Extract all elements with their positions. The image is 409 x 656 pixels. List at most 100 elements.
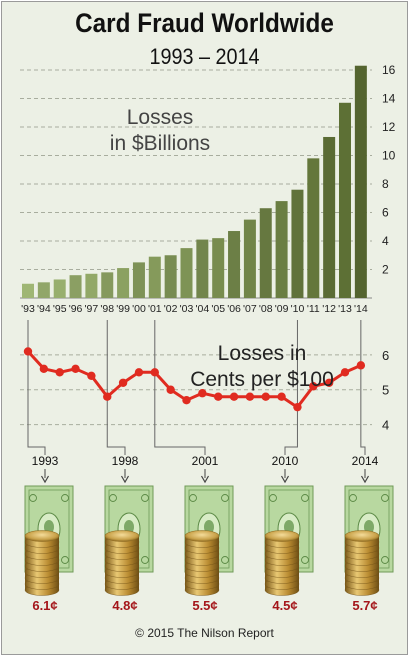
bar-07 — [243, 219, 256, 298]
leader-line — [154, 320, 206, 455]
bar-chart-title-line-1: Losses — [127, 106, 194, 129]
leader-line — [284, 320, 298, 455]
cents-point-94 — [39, 364, 49, 374]
cents-point-11 — [309, 382, 318, 391]
bar-xtick-label: '03 — [180, 303, 194, 315]
cents-point-10 — [293, 402, 302, 412]
callout-value: 6.1¢ — [32, 598, 57, 613]
bar-xtick-label: '07 — [243, 303, 257, 315]
bar-xtick-label: '06 — [227, 303, 241, 315]
page-title: Card Fraud Worldwide — [75, 8, 334, 38]
coin-stack-icon — [344, 530, 380, 596]
callout-value: 5.5¢ — [192, 598, 217, 613]
coin-stack-icon — [24, 530, 60, 596]
line-chart-title-line-2: Cents per $100 — [190, 368, 334, 391]
bar-ytick-label: 14 — [382, 92, 396, 106]
bar-98 — [101, 272, 114, 298]
bar-xtick-label: '98 — [100, 303, 114, 315]
coin-stack-icon — [104, 530, 140, 596]
callout-arrowhead — [40, 475, 50, 484]
cents-point-95 — [55, 368, 64, 377]
callout-arrowhead — [200, 475, 210, 484]
cents-point-12 — [324, 378, 334, 387]
callout-year: 2010 — [272, 454, 299, 468]
bar-xtick-label: '10 — [291, 303, 305, 315]
bar-06 — [228, 231, 241, 298]
bar-11 — [307, 158, 320, 298]
bar-xtick-label: '09 — [275, 303, 289, 315]
callout-year: 1993 — [32, 454, 59, 468]
bar-99 — [117, 268, 130, 298]
bar-93 — [22, 283, 34, 298]
bar-04 — [196, 239, 209, 298]
cents-point-08 — [261, 392, 270, 401]
bar-ytick-label: 4 — [382, 234, 389, 248]
bar-02 — [164, 255, 177, 298]
bar-ytick-label: 2 — [382, 263, 389, 277]
bar-xtick-label: '93 — [21, 303, 35, 315]
callout-value: 4.5¢ — [272, 598, 297, 613]
page-subtitle: 1993 – 2014 — [149, 44, 260, 69]
bar-ytick-label: 10 — [382, 149, 396, 163]
bar-xtick-label: '94 — [37, 303, 51, 315]
cents-point-04 — [198, 389, 207, 398]
bar-03 — [180, 248, 193, 298]
bar-xtick-label: '08 — [259, 303, 273, 315]
leader-line — [27, 320, 46, 455]
cents-series-line — [26, 350, 362, 410]
cents-point-98 — [103, 392, 112, 401]
callout-value: 4.8¢ — [112, 598, 137, 613]
bar-95 — [53, 279, 66, 298]
callout-value: 5.7¢ — [352, 598, 377, 613]
bar-xtick-label: '01 — [148, 303, 162, 315]
bar-xtick-label: '04 — [196, 303, 210, 315]
bar-08 — [259, 208, 272, 298]
cents-point-02 — [166, 385, 175, 394]
line-ytick-label: 6 — [382, 348, 389, 363]
copyright-text: © 2015 The Nilson Report — [135, 626, 274, 640]
bar-xtick-label: '97 — [85, 303, 99, 315]
bar-xtick-label: '05 — [211, 303, 225, 315]
cents-point-03 — [182, 395, 191, 405]
bar-13 — [339, 102, 351, 299]
coin-stack-icon — [264, 530, 300, 596]
cents-point-06 — [229, 392, 239, 401]
bar-ytick-label: 8 — [382, 177, 389, 191]
bar-09 — [275, 201, 288, 298]
callout-year: 2001 — [192, 454, 219, 468]
bar-96 — [69, 275, 82, 298]
callout-arrowhead — [120, 475, 130, 484]
cents-point-00 — [134, 368, 144, 377]
cents-point-07 — [245, 392, 255, 401]
cents-point-93 — [23, 347, 33, 356]
cents-point-96 — [71, 364, 80, 374]
cents-point-99 — [118, 378, 128, 387]
bar-xtick-label: '11 — [307, 303, 320, 315]
bar-ytick-label: 12 — [382, 120, 396, 134]
bar-97 — [85, 273, 98, 298]
bar-xtick-label: '96 — [69, 303, 83, 315]
bar-00 — [132, 262, 145, 298]
bar-xtick-label: '95 — [53, 303, 67, 315]
bar-10 — [291, 189, 304, 298]
cents-point-05 — [214, 392, 223, 401]
bar-14 — [354, 65, 367, 298]
bar-ytick-label: 16 — [382, 63, 396, 77]
bar-xtick-label: '00 — [132, 303, 146, 315]
bar-chart-title-line-2: in $Billions — [110, 132, 210, 155]
line-chart-title-line-1: Losses in — [218, 342, 307, 365]
callout-arrowhead — [280, 475, 290, 484]
coin-stack-icon — [184, 530, 220, 596]
cents-point-97 — [87, 371, 96, 381]
leader-line — [360, 320, 366, 455]
bar-xtick-label: '99 — [116, 303, 130, 315]
callout-year: 1998 — [112, 454, 139, 468]
bar-xtick-label: '02 — [164, 303, 178, 315]
bar-05 — [212, 238, 225, 298]
cents-point-09 — [277, 392, 286, 401]
cents-point-01 — [150, 368, 159, 377]
bar-xtick-label: '14 — [354, 303, 368, 315]
bar-ytick-label: 6 — [382, 206, 389, 220]
cents-point-14 — [356, 361, 366, 370]
